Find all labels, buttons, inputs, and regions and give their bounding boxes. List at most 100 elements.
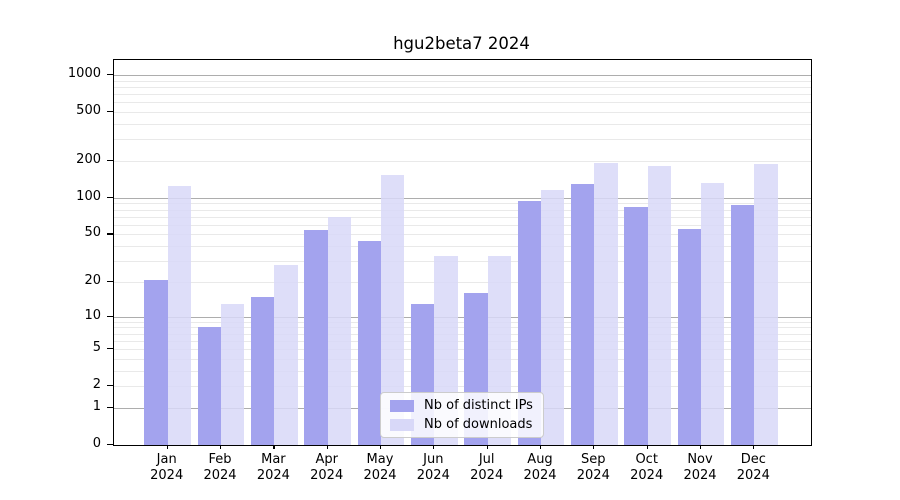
minor-gridline-3 (114, 370, 811, 372)
x-tick-label-jan: Jan 2024 (150, 452, 184, 483)
minor-gridline-700 (114, 94, 811, 96)
bar-sep-nb-of-downloads (594, 163, 618, 445)
y-tick-mark-20 (107, 280, 113, 283)
minor-gridline-60 (114, 224, 811, 226)
minor-gridline-8 (114, 327, 811, 329)
bar-oct-nb-of-downloads (647, 165, 672, 445)
bar-may-nb-of-downloads (381, 174, 405, 445)
bar-apr-nb-of-downloads (327, 216, 352, 445)
x-tick-label-mar: Mar 2024 (256, 452, 290, 483)
minor-gridline-6 (114, 340, 811, 342)
legend: Nb of distinct IPs Nb of downloads (380, 392, 544, 438)
minor-gridline-7 (114, 333, 811, 335)
legend-swatch-downloads (390, 418, 414, 431)
y-tick-mark-2 (107, 385, 113, 387)
minor-gridline-90 (114, 203, 811, 205)
bar-sep-nb-of-distinct-ips (570, 184, 595, 445)
x-tick-label-sep: Sep 2024 (576, 452, 610, 483)
x-tick-label-nov: Nov 2024 (683, 452, 717, 483)
minor-gridline-400 (114, 124, 811, 125)
plot-area: Nb of distinct IPs Nb of downloads (113, 59, 812, 446)
bar-oct-nb-of-distinct-ips (624, 207, 648, 445)
bar-apr-nb-of-distinct-ips (304, 230, 328, 445)
chart-title: hgu2beta7 2024 (393, 34, 530, 53)
y-tick-mark-100 (107, 196, 113, 198)
bar-may-nb-of-distinct-ips (357, 241, 381, 445)
bar-mar-nb-of-distinct-ips (251, 296, 275, 445)
minor-gridline-50 (114, 234, 811, 236)
legend-item-downloads: Nb of downloads (390, 417, 533, 432)
minor-gridline-600 (114, 102, 811, 104)
x-tick-mark-may (380, 445, 382, 449)
bar-nov-nb-of-distinct-ips (677, 228, 701, 445)
y-tick-mark-1000 (107, 74, 113, 76)
minor-gridline-20 (114, 281, 811, 283)
bar-nov-nb-of-downloads (701, 183, 725, 445)
y-tick-label-0: 0 (92, 436, 101, 451)
x-tick-mark-apr (326, 445, 328, 449)
x-tick-label-dec: Dec 2024 (736, 452, 770, 483)
minor-gridline-800 (114, 86, 811, 88)
minor-gridline-80 (114, 209, 811, 211)
major-gridline-100 (114, 197, 811, 199)
bar-aug-nb-of-downloads (541, 190, 565, 445)
x-tick-mark-nov (700, 445, 702, 449)
minor-gridline-30 (114, 261, 811, 263)
major-gridline-10 (114, 316, 811, 318)
y-tick-label-5: 5 (92, 340, 101, 355)
y-tick-mark-500 (107, 111, 113, 113)
y-tick-mark-1 (107, 406, 113, 409)
x-tick-mark-jan (166, 445, 168, 449)
y-tick-mark-5 (107, 348, 113, 350)
y-tick-label-500: 500 (76, 103, 101, 119)
x-tick-mark-sep (593, 445, 595, 449)
minor-gridline-2 (114, 386, 811, 388)
y-tick-label-1000: 1000 (67, 66, 101, 81)
x-tick-label-aug: Aug 2024 (523, 452, 557, 483)
x-tick-label-may: May 2024 (363, 452, 397, 483)
x-tick-mark-feb (220, 445, 222, 449)
y-tick-mark-200 (107, 160, 113, 162)
bar-feb-nb-of-downloads (221, 303, 245, 445)
bar-dec-nb-of-downloads (754, 164, 778, 445)
bar-jan-nb-of-distinct-ips (144, 279, 168, 445)
y-tick-label-2: 2 (92, 377, 101, 393)
y-tick-label-100: 100 (76, 188, 101, 204)
x-tick-label-feb: Feb 2024 (203, 452, 237, 483)
minor-gridline-300 (114, 139, 811, 141)
x-tick-mark-mar (273, 445, 275, 449)
bar-jan-nb-of-downloads (167, 186, 192, 445)
x-tick-mark-oct (646, 445, 648, 449)
bar-aug-nb-of-distinct-ips (517, 200, 541, 445)
x-tick-mark-aug (540, 445, 542, 449)
y-tick-mark-50 (107, 233, 113, 235)
legend-label-downloads: Nb of downloads (424, 417, 533, 432)
y-tick-mark-0 (107, 444, 113, 446)
minor-gridline-500 (114, 112, 811, 114)
y-tick-label-1: 1 (92, 398, 101, 414)
minor-gridline-40 (114, 246, 811, 248)
minor-gridline-9 (114, 321, 811, 323)
x-tick-mark-jul (486, 445, 488, 449)
y-tick-label-10: 10 (84, 307, 101, 323)
x-tick-mark-dec (753, 445, 755, 449)
bar-dec-nb-of-distinct-ips (730, 204, 755, 445)
minor-gridline-200 (114, 161, 811, 162)
x-tick-label-jul: Jul 2024 (470, 452, 504, 483)
bar-mar-nb-of-downloads (274, 264, 298, 445)
legend-item-distinct-ips: Nb of distinct IPs (390, 398, 533, 413)
minor-gridline-5 (114, 349, 811, 350)
x-tick-mark-jun (433, 445, 435, 449)
x-tick-label-jun: Jun 2024 (416, 452, 450, 483)
x-tick-label-oct: Oct 2024 (630, 452, 664, 483)
major-gridline-1000 (114, 75, 811, 76)
minor-gridline-70 (114, 216, 811, 218)
minor-gridline-900 (114, 80, 811, 82)
y-tick-mark-10 (107, 315, 113, 317)
x-tick-label-apr: Apr 2024 (310, 452, 344, 483)
y-tick-label-50: 50 (84, 225, 101, 241)
y-tick-label-20: 20 (84, 272, 101, 288)
bar-feb-nb-of-distinct-ips (197, 327, 221, 445)
legend-swatch-distinct-ips (390, 399, 414, 412)
